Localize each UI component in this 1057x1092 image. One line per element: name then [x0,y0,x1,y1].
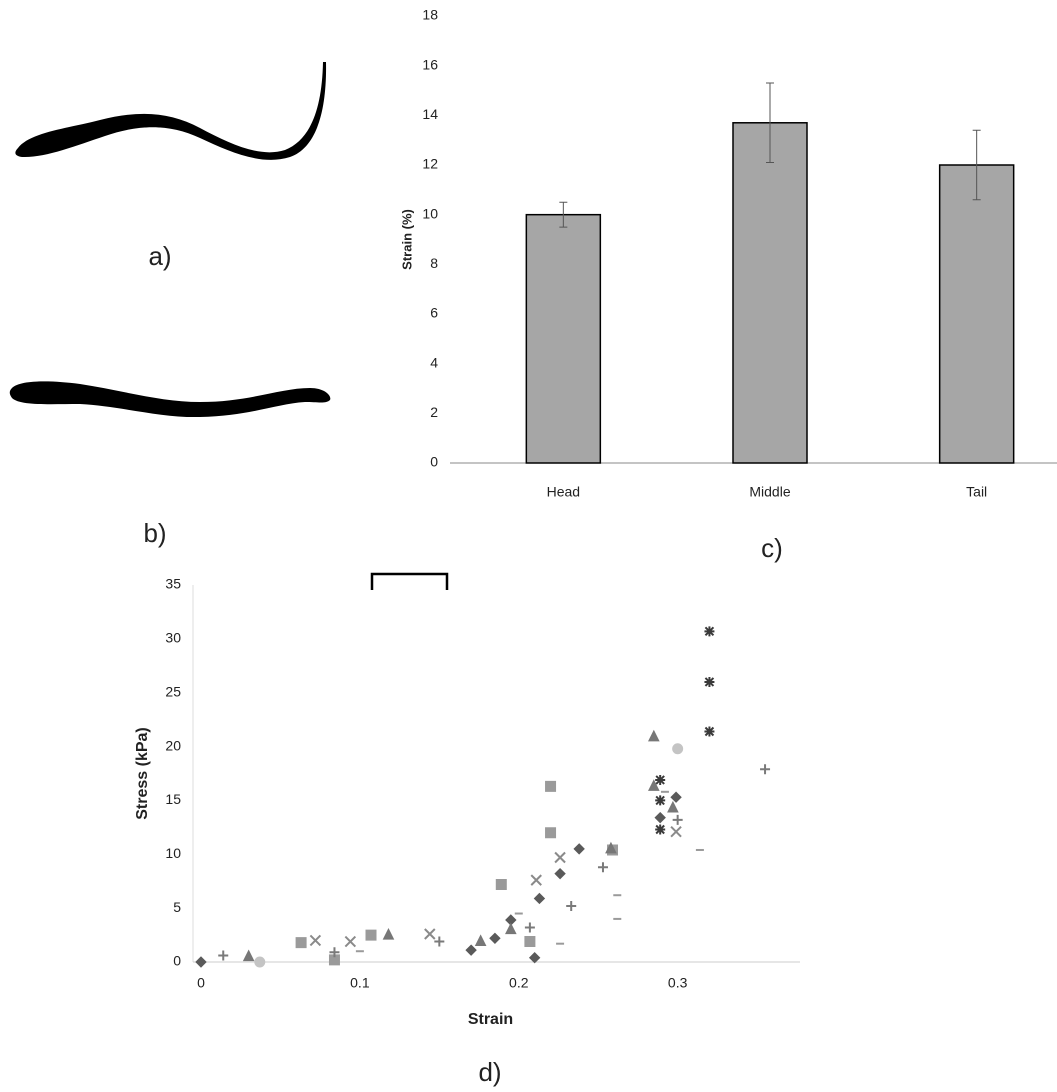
y-tick-label: 6 [430,305,438,321]
y-axis-label: Stress (kPa) [134,727,151,820]
data-point [382,927,395,940]
y-tick-label: 20 [165,737,181,753]
data-point [434,936,445,947]
y-tick-label: 16 [422,56,438,72]
x-tick-label: 0 [197,975,205,991]
data-point [597,862,608,873]
data-point [195,956,207,968]
data-point [760,764,771,775]
bar [525,213,602,464]
y-tick-label: 14 [422,106,438,122]
y-tick-label: 5 [173,899,181,915]
data-point [672,814,683,825]
data-point [533,892,546,905]
bar [732,122,808,464]
x-tick-label: Middle [749,484,790,500]
data-point [528,951,541,964]
data-point [654,811,666,824]
data-point [489,932,501,945]
y-tick-label: 15 [165,791,181,807]
bracket [370,572,449,590]
data-point [655,824,666,835]
x-axis-label: Strain [468,1011,513,1028]
y-tick-label: 2 [430,404,438,420]
data-point [344,935,357,948]
data-point [530,874,542,886]
data-point [545,827,557,839]
bar [938,164,1015,464]
error-bar [559,201,568,228]
data-point [465,944,477,956]
y-tick-label: 10 [165,845,181,861]
data-point [704,676,715,687]
y-tick-label: 0 [173,953,181,969]
x-tick-label: 0.3 [668,975,688,991]
panel-label: d) [478,1057,501,1087]
data-point [648,779,660,791]
data-point [554,867,566,880]
error-bar [766,82,774,164]
worm-a [15,62,327,160]
data-point [242,949,255,962]
x-tick-label: Head [547,484,580,500]
data-point [495,878,507,890]
data-point [667,800,679,813]
data-point [704,626,715,637]
data-point [474,934,487,947]
y-axis-label: Strain (%) [399,209,414,270]
panel-label: b) [143,518,166,548]
data-point [704,726,715,737]
data-point [365,929,377,941]
panel-label: c) [761,533,783,563]
data-point [655,795,666,806]
data-point [605,841,617,854]
y-tick-label: 18 [422,7,438,23]
data-point [670,825,682,838]
data-point [309,934,322,947]
y-tick-label: 30 [165,630,181,646]
error-bar [972,129,981,201]
worm-b [9,381,331,418]
y-tick-label: 8 [430,255,438,271]
y-tick-label: 12 [422,156,438,172]
data-point [524,922,535,933]
data-point [254,956,266,968]
data-point [573,843,585,855]
data-point [672,743,684,755]
data-point [424,928,436,940]
data-point [670,791,682,803]
y-tick-label: 35 [165,576,181,592]
y-tick-label: 0 [430,454,438,470]
y-tick-label: 4 [430,354,438,370]
panel-label: a) [148,241,171,271]
data-point [648,729,660,742]
x-tick-label: Tail [966,484,987,500]
data-point [655,774,666,785]
data-point [545,780,557,792]
data-point [218,950,229,961]
data-point [566,900,577,911]
data-point [505,922,517,935]
data-point [554,851,566,864]
data-point [328,954,340,966]
y-tick-label: 10 [422,205,438,221]
x-tick-label: 0.1 [350,975,370,991]
y-tick-label: 25 [165,683,181,699]
data-point [295,937,307,949]
x-tick-label: 0.2 [509,975,529,991]
data-point [329,947,340,958]
data-point [524,936,536,948]
